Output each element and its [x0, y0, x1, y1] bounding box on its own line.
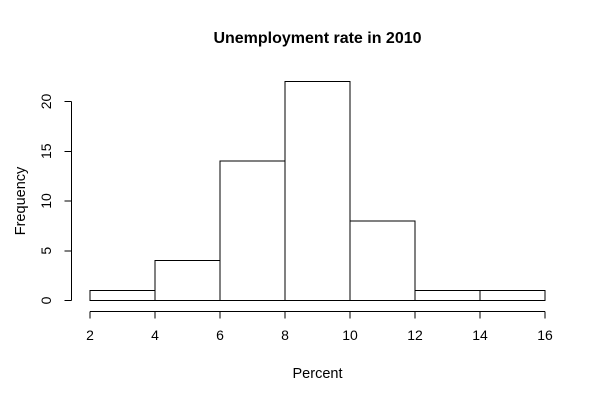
y-axis: 0 5 10 15 20 — [38, 94, 72, 304]
x-tick-label: 16 — [537, 327, 553, 343]
histogram-bar — [89, 290, 156, 301]
x-axis: 2 4 6 8 10 12 14 16 — [86, 311, 553, 343]
y-tick-label: 5 — [38, 247, 54, 255]
histogram-bar — [349, 220, 416, 301]
y-tick-label: 10 — [38, 193, 54, 209]
x-tick-label: 12 — [407, 327, 423, 343]
x-tick-label: 6 — [216, 327, 224, 343]
chart-title: Unemployment rate in 2010 — [213, 30, 421, 47]
y-tick-label: 15 — [38, 143, 54, 159]
x-tick-label: 2 — [86, 327, 94, 343]
x-tick-label: 14 — [472, 327, 488, 343]
histogram-bar — [479, 290, 546, 301]
histogram-bar — [219, 160, 286, 301]
y-tick-label: 0 — [38, 296, 54, 304]
histogram-bar — [414, 290, 481, 301]
x-tick-label: 10 — [342, 327, 358, 343]
histogram-bar — [284, 81, 351, 301]
x-axis-label: Percent — [293, 366, 343, 382]
bars-group — [89, 81, 546, 302]
x-tick-label: 8 — [281, 327, 289, 343]
histogram-bar — [154, 260, 221, 302]
x-tick-label: 4 — [151, 327, 159, 343]
y-axis-label: Frequency — [13, 166, 29, 235]
y-tick-label: 20 — [38, 94, 54, 110]
